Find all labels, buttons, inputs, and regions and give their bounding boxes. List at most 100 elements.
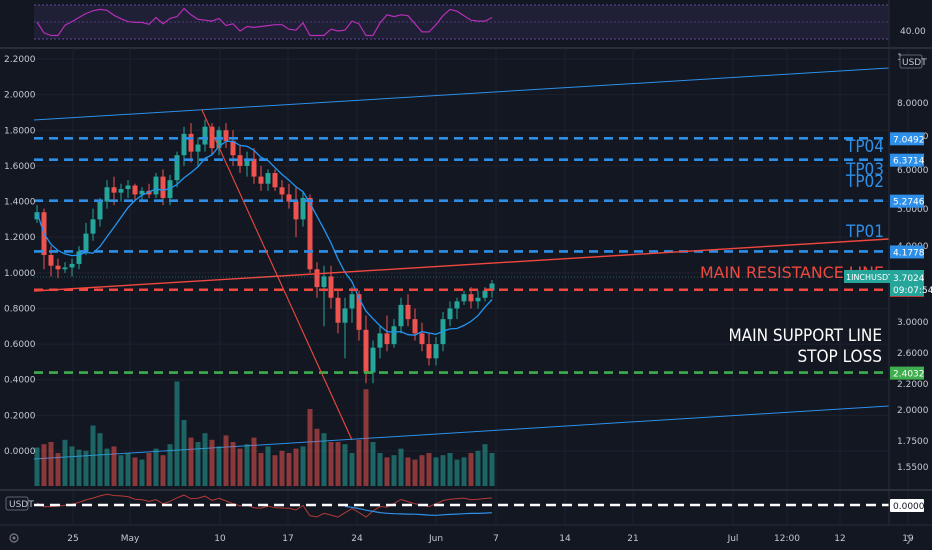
volume-bar — [202, 433, 208, 486]
left-price-axis[interactable]: 2.2000 2.0000 1.8000 1.6000 1.4000 1.2000 1.00… — [4, 55, 36, 457]
level-tp04-price: 7.0492 — [893, 135, 925, 145]
volume-bar — [167, 444, 173, 486]
time-axis-tick: 24 — [351, 534, 363, 544]
volume-bar — [244, 444, 250, 486]
candle-body — [153, 176, 159, 195]
rsi-line — [36, 7, 493, 37]
volume-bar — [111, 446, 117, 486]
volume-bar — [426, 453, 432, 486]
volume-bar — [76, 449, 82, 486]
time-axis-tick: 7 — [493, 534, 499, 544]
volume-bar — [48, 442, 54, 486]
currency-label: USDT — [902, 58, 927, 68]
level-tp03-badge — [890, 153, 924, 167]
osc-scale-button[interactable] — [5, 496, 29, 511]
level-tp04-badge — [890, 132, 924, 146]
oscillator-signal-line — [36, 493, 493, 518]
candle-body — [363, 329, 369, 373]
candle-body — [321, 276, 327, 288]
candle-body — [139, 190, 145, 195]
level-stop-badge — [890, 366, 924, 380]
candle-body — [412, 319, 418, 334]
left-axis-tick: 2.2000 — [4, 55, 36, 65]
candle-body — [377, 333, 383, 348]
volume-bar — [237, 448, 243, 486]
volume-bar — [62, 439, 68, 486]
volume-bar — [293, 448, 299, 486]
rsi-value-label: 40.00 — [900, 27, 926, 37]
candle-body — [97, 201, 103, 220]
candle-body — [447, 308, 453, 320]
right-axis-tick: 1.5500 — [897, 463, 929, 473]
level-tp02-badge — [890, 194, 924, 208]
left-axis-tick: 1.0000 — [4, 269, 36, 279]
candle-body — [405, 304, 411, 320]
tp04-label: TP04 — [845, 137, 884, 157]
volume-bar — [468, 453, 474, 486]
last-price-text: 3.7024 — [893, 274, 925, 284]
candle-body — [83, 233, 89, 252]
candle-body — [384, 333, 390, 345]
volume-bar — [272, 455, 278, 486]
time-axis-tick: May — [121, 534, 140, 544]
right-axis-tick: 5.0000 — [897, 205, 929, 215]
candle-body — [468, 294, 474, 302]
volume-bar — [447, 453, 453, 486]
volume-bar — [377, 453, 383, 486]
candle-body — [489, 283, 495, 291]
candle-body — [335, 297, 341, 323]
volume-bar — [34, 447, 40, 486]
currency-button[interactable] — [899, 54, 923, 69]
right-axis-tick: 2.2000 — [897, 380, 929, 390]
volume-bar — [132, 457, 138, 486]
candle-body — [195, 144, 201, 152]
candle-body — [398, 304, 404, 327]
candle-body — [454, 301, 460, 309]
channel-upper-trendline — [33, 67, 890, 121]
symbol-text: 1INCHUSDT — [846, 273, 893, 282]
volume-bar — [153, 448, 159, 486]
countdown-text: 09:07:54 — [893, 286, 932, 296]
volume-bar — [188, 437, 194, 486]
volume-bar — [489, 453, 495, 486]
volume-bar — [475, 450, 481, 486]
price-levels — [34, 136, 889, 374]
volume-bar — [342, 444, 348, 486]
candle-body — [356, 294, 362, 330]
time-axis-tick: 12:00 — [774, 534, 800, 544]
candle-body — [118, 189, 124, 193]
candle-body — [419, 333, 425, 345]
candle-body — [433, 344, 439, 359]
candle-body — [160, 176, 166, 198]
candle-body — [272, 173, 278, 188]
right-axis-tick: 8.0000 — [897, 99, 929, 109]
time-axis-tick: 17 — [282, 534, 293, 544]
oscillator-line — [344, 505, 493, 516]
candle-body — [237, 155, 243, 166]
candle-body — [181, 133, 187, 156]
level-stop-price: 2.4032 — [893, 370, 925, 380]
tp02-label: TP02 — [845, 172, 884, 192]
volume-bar — [195, 442, 201, 486]
volume-bar — [454, 459, 460, 486]
candle-body — [62, 267, 68, 270]
time-axis-tick: Jun — [428, 534, 443, 544]
volume-bar — [90, 425, 96, 486]
settings-icon[interactable] — [9, 533, 19, 543]
time-axis[interactable]: 25 May 10 17 24 Jun 7 14 21 Jul 12:00 12 19 — [67, 534, 914, 544]
volume-bar — [405, 457, 411, 486]
volume-bar — [433, 457, 439, 486]
volume-bar — [174, 381, 180, 486]
volume-bar — [69, 446, 75, 486]
volume-bar — [391, 455, 397, 486]
volume-bar — [286, 453, 292, 486]
stop-loss-label: STOP LOSS — [797, 347, 882, 367]
volume-bar — [146, 453, 152, 486]
candle-body — [188, 133, 194, 152]
candle-body — [111, 187, 117, 193]
candle-body — [300, 197, 306, 220]
candle-body — [307, 197, 313, 270]
level-tp01-badge — [890, 245, 924, 259]
candle-body — [370, 347, 376, 373]
